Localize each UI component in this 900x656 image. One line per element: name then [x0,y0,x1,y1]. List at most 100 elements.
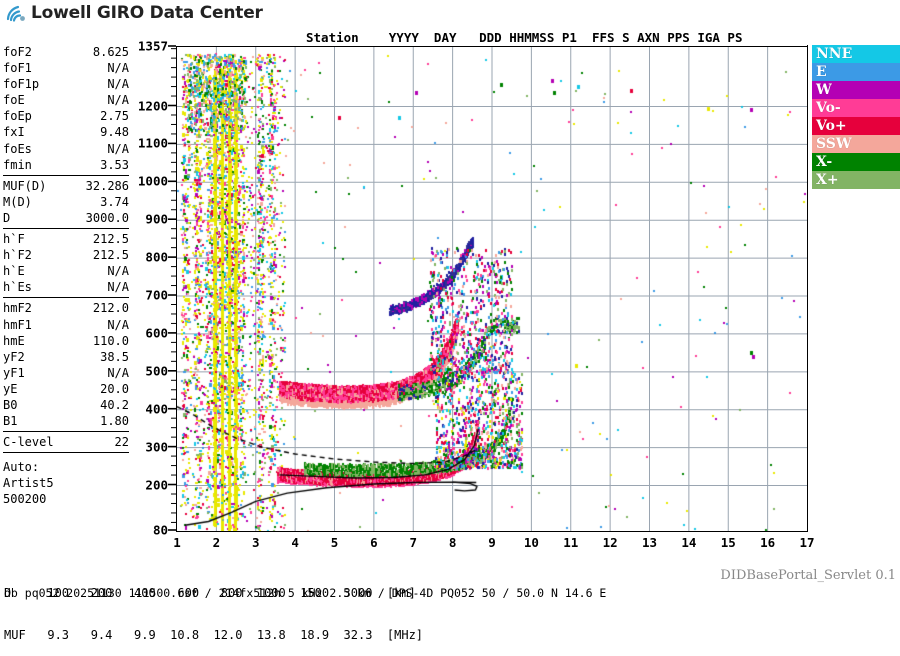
autoscaling-info: Auto: Artist5 500200 [3,459,129,507]
legend-item-vo[interactable]: Vo- [812,99,900,117]
param-key: yE [3,381,18,396]
param-key: h`Es [3,280,32,295]
param-key: foF1 [3,61,32,76]
servlet-version-label: DIDBasePortal_Servlet 0.1 [720,568,896,583]
param-value: N/A [107,61,129,76]
x-tick-label: 14 [681,535,697,550]
legend-item-x[interactable]: X- [812,153,900,171]
param-row-b1: B1 1.80 [3,413,129,429]
y-tick-label: 800 [145,249,168,265]
param-row-md: M(D) 3.74 [3,194,129,210]
param-key: yF2 [3,349,25,364]
param-row-fxi: fxI 9.48 [3,124,129,140]
param-key: D [3,210,11,225]
station-header-labels: Station YYYY DAY DDD HHMMSS P1 FFS S AXN… [306,30,743,45]
param-value: 8.625 [92,45,129,59]
x-tick-label: 1 [173,535,181,550]
x-tick-label: 15 [720,535,736,550]
y-tick-label: 300 [145,439,168,455]
x-tick-label: 2 [212,535,221,550]
y-axis: 80 200 300 400 500 600 700 800 900 1000 1100 1200 13… [130,38,176,540]
param-row-d: D 3000.0 [3,210,129,226]
autoscaling-line: Artist5 [3,476,54,491]
param-row-fof1: foF1 N/A [3,60,129,76]
legend-item-e[interactable]: E [812,63,900,81]
x-tick-label: 4 [291,535,299,550]
param-value: 2.75 [100,109,129,124]
param-value: N/A [107,264,129,279]
ionogram-parameters-panel: foF2 8.625 foF1 N/A foF1p N/A foE N/A foEp 2.75 fx… [3,44,129,508]
param-value: 1.80 [100,414,129,429]
x-tick-label: 7 [409,535,418,550]
param-key: hmF2 [3,301,32,316]
legend-item-nne[interactable]: NNE [812,45,900,63]
brand-logo: Lowell GIRO Data Center [6,3,263,23]
y-tick-label: 1200 [137,98,168,113]
param-value: 212.5 [92,232,129,247]
param-key: hmE [3,333,25,348]
y-tick-label: 500 [145,363,168,379]
param-group-divider [3,431,129,433]
param-value: 40.2 [100,397,129,412]
ionogram-plot-area[interactable] [176,46,808,532]
param-row-foep: foEp 2.75 [3,108,129,124]
legend-item-ssw[interactable]: SSW [812,135,900,153]
param-row-hme: hmE 110.0 [3,333,129,349]
legend-divider [807,45,808,189]
x-tick-label: 3 [251,535,260,550]
param-group-divider [3,228,129,230]
param-row-yf1: yF1 N/A [3,365,129,381]
param-row-fof2: foF2 8.625 [3,44,129,60]
autoscaling-line: 500200 [3,492,47,507]
param-key: B0 [3,397,18,412]
legend-item-vo[interactable]: Vo+ [812,117,900,135]
param-key: h`E [3,264,25,279]
x-tick-label: 6 [370,535,378,550]
param-key: foEs [3,141,32,156]
param-key: fxI [3,125,25,140]
scale-row-muf: MUF 9.3 9.4 9.9 10.8 12.0 13.8 18.9 32.3… [4,628,424,642]
param-value: 22 [114,435,129,450]
param-row-yf2: yF2 38.5 [3,349,129,365]
x-tick-label: 5 [330,535,339,550]
y-tick-label: 900 [145,211,168,227]
x-tick-label: 17 [799,535,815,550]
x-tick-label: 9 [488,535,496,550]
param-row-hes: h`Es N/A [3,279,129,295]
param-value: 20.0 [100,381,129,396]
param-row-fof1p: foF1p N/A [3,76,129,92]
legend-item-w[interactable]: W [812,81,900,99]
param-group-divider [3,297,129,299]
param-key: foEp [3,109,32,124]
polarization-legend: NNE E W Vo- Vo+ SSW X- X+ [807,45,900,189]
param-row-hf: h`F 212.5 [3,231,129,247]
param-key: C-level [3,435,54,450]
x-tick-label: 11 [563,535,579,550]
param-group-divider [3,452,129,454]
y-tick-label: 1357 [137,38,168,54]
param-key: B1 [3,414,18,429]
y-tick-label: 80 [152,522,168,538]
param-value: 9.48 [100,125,129,140]
param-value: N/A [107,317,129,332]
param-value: N/A [107,141,129,156]
param-row-he: h`E N/A [3,263,129,279]
x-axis: 1 2 3 4 5 6 7 8 9 10 11 12 13 14 15 16 17 [173,534,814,554]
param-value: 3.74 [100,194,129,209]
ionogram-scatter-canvas [177,47,807,531]
param-key: M(D) [3,194,32,209]
param-row-clevel: C-level 22 [3,434,129,450]
param-key: h`F2 [3,248,32,263]
y-tick-label: 1100 [137,135,168,151]
param-value: 3.53 [100,157,129,172]
param-row-mufd: MUF(D) 32.286 [3,178,129,194]
scale-row-distance: D 100 200 400 600 800 1000 1500 3000 [km… [4,586,416,600]
param-group-divider [3,174,129,176]
legend-item-x[interactable]: X+ [812,171,900,189]
param-key: yF1 [3,365,25,380]
param-key: hmF1 [3,317,32,332]
param-value: 3000.0 [85,210,129,225]
param-value: N/A [107,280,129,295]
param-value: N/A [107,93,129,108]
y-tick-label: 1000 [137,173,168,189]
